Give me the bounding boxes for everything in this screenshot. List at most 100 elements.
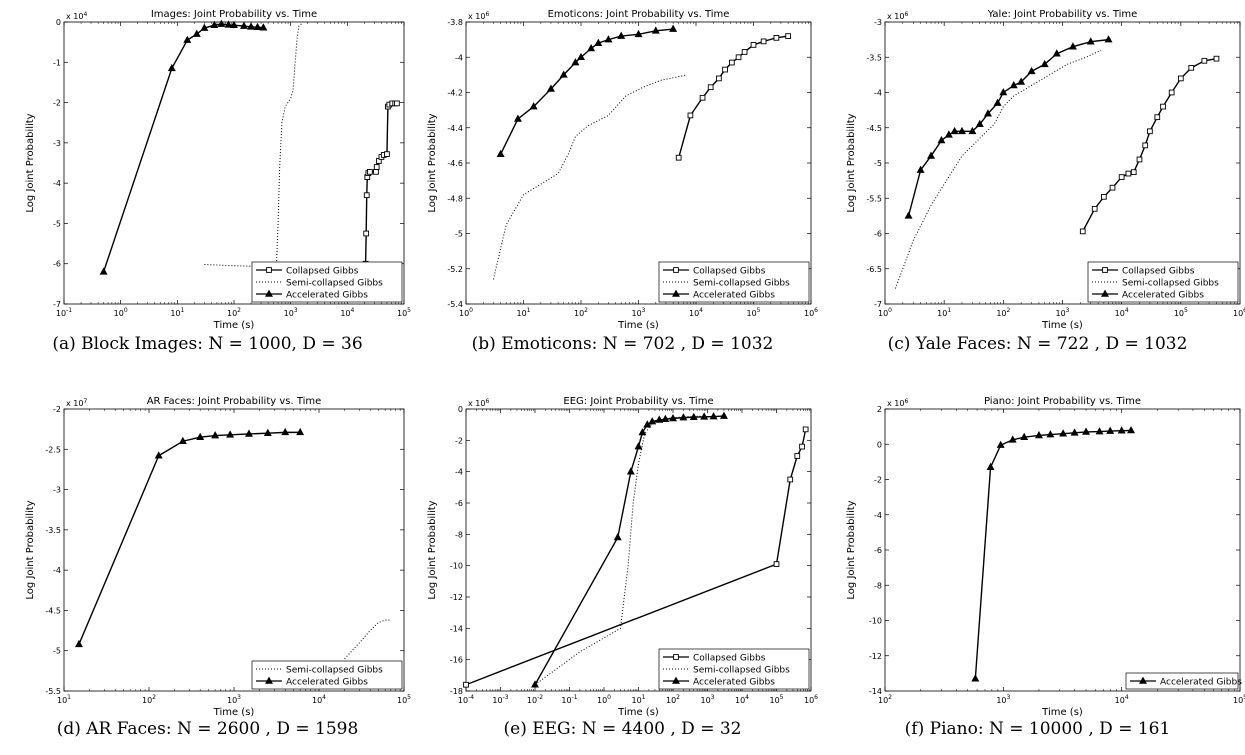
x-tick-label: 103: [700, 694, 714, 705]
data-point-marker: [1020, 432, 1029, 440]
series-line: [499, 28, 674, 155]
y-multiplier-label: x 107: [66, 398, 87, 408]
data-point-marker: [675, 154, 682, 161]
y-tick-label: -4: [53, 179, 61, 188]
x-tick-label: 105: [769, 694, 783, 705]
x-tick-label: 100: [878, 307, 892, 318]
data-point-marker: [728, 59, 735, 66]
y-axis-label: Log Joint Probability: [25, 500, 36, 599]
y-tick-label: -4: [874, 89, 882, 98]
x-tick-label: 10-4: [458, 694, 474, 705]
data-point-marker: [1104, 35, 1113, 43]
y-multiplier-label: x 106: [887, 398, 908, 408]
data-point-marker: [741, 49, 748, 55]
caption-e: (e) EEG: N = 4400 , D = 32: [503, 719, 742, 739]
x-tick-label: 100: [114, 307, 128, 318]
x-tick-label: 102: [878, 694, 892, 705]
x-tick-label: 10-3: [492, 694, 508, 705]
data-point-marker: [1040, 59, 1049, 68]
data-point-marker: [716, 75, 722, 82]
data-point-marker: [1086, 37, 1095, 45]
data-point-marker: [937, 136, 946, 144]
legend-label: Collapsed Gibbs: [693, 267, 766, 277]
y-tick-label: -6: [874, 546, 882, 555]
y-tick-label: -3.5: [866, 53, 882, 62]
x-axis-label: Time (s): [213, 707, 255, 718]
y-tick-label: -16: [450, 656, 463, 665]
data-point-marker: [1136, 156, 1143, 163]
series-accelerated-gibbs: [971, 426, 1136, 682]
x-tick-label: 102: [574, 307, 588, 318]
chart-title: Emoticons: Joint Probability vs. Time: [548, 9, 730, 20]
legend-box: [251, 261, 403, 303]
x-tick-label: 104: [1115, 694, 1129, 705]
caption-a: (a) Block Images: N = 1000, D = 36: [52, 334, 363, 354]
data-point-marker: [1154, 114, 1161, 121]
y-tick-label: 0: [458, 405, 463, 414]
caption-d: (d) AR Faces: N = 2600 , D = 1598: [56, 719, 359, 739]
data-point-marker: [1034, 431, 1043, 439]
data-point-marker: [559, 70, 568, 78]
legend-marker: [672, 289, 680, 297]
y-tick-label: 2: [877, 405, 882, 414]
legend-label: Semi-collapsed Gibbs: [693, 279, 790, 289]
plot-area: [884, 408, 1241, 692]
x-axis-label: Time (s): [1041, 707, 1083, 718]
legend-label: Semi-collapsed Gibbs: [286, 666, 383, 676]
series-accelerated-gibbs: [99, 19, 268, 275]
chart-title: EEG: Joint Probability vs. Time: [563, 396, 713, 407]
data-point-marker: [1109, 184, 1116, 191]
data-point-marker: [794, 453, 801, 459]
data-point-marker: [1091, 205, 1098, 212]
data-point-marker: [1068, 42, 1077, 50]
x-axis-label: Time (s): [213, 320, 255, 331]
y-tick-label: -6: [455, 499, 463, 508]
data-point-marker: [373, 169, 379, 175]
y-tick-label: -5: [874, 159, 882, 168]
data-point-marker: [999, 88, 1008, 96]
data-point-marker: [211, 431, 220, 439]
data-point-marker: [247, 22, 256, 30]
data-point-marker: [571, 58, 580, 66]
y-axis-label: Log Joint Probability: [846, 500, 857, 599]
series-collapsed-gibbs: [1079, 55, 1220, 235]
data-point-marker: [1127, 426, 1136, 434]
x-tick-label: 10-1: [56, 307, 72, 318]
data-point-marker: [799, 443, 805, 450]
legend-label: Accelerated Gibbs: [286, 678, 368, 688]
y-tick-label: -4.4: [447, 124, 463, 133]
data-point-marker: [1106, 426, 1115, 434]
caption-b: (b) Emoticons: N = 702 , D = 1032: [471, 334, 774, 354]
data-point-marker: [367, 169, 373, 175]
y-tick-label: -12: [869, 652, 882, 661]
legend-box: [1125, 672, 1239, 690]
data-point-marker: [669, 24, 678, 32]
y-axis-label: Log Joint Probability: [25, 113, 36, 212]
y-tick-label: -18: [450, 687, 463, 696]
chart-panel-4: EEG: Joint Probability vs. Time x 106 -18 -…: [427, 396, 818, 718]
y-tick-label: -10: [450, 562, 463, 571]
data-point-marker: [687, 112, 694, 119]
x-tick-label: 106: [804, 694, 818, 705]
y-tick-label: -3: [53, 486, 61, 495]
plot-area: [63, 408, 405, 692]
data-point-marker: [787, 476, 794, 483]
x-tick-label: 103: [996, 694, 1010, 705]
y-tick-label: -14: [450, 624, 463, 633]
data-point-marker: [986, 462, 995, 470]
data-point-marker: [296, 427, 305, 436]
series-accelerated-gibbs: [531, 411, 728, 688]
series-line: [465, 429, 807, 686]
legend-label: Collapsed Gibbs: [1122, 267, 1195, 277]
y-tick-label: -12: [450, 593, 463, 602]
x-axis-label: Time (s): [1041, 320, 1083, 331]
y-tick-label: -4.6: [447, 159, 463, 168]
legend-label: Accelerated Gibbs: [1122, 291, 1204, 301]
legend-label: Semi-collapsed Gibbs: [1122, 279, 1219, 289]
x-tick-label: 104: [689, 307, 703, 318]
x-tick-label: 10-1: [561, 694, 577, 705]
data-point-marker: [996, 440, 1005, 448]
legend-marker: [673, 267, 679, 273]
legend-marker: [266, 267, 272, 273]
